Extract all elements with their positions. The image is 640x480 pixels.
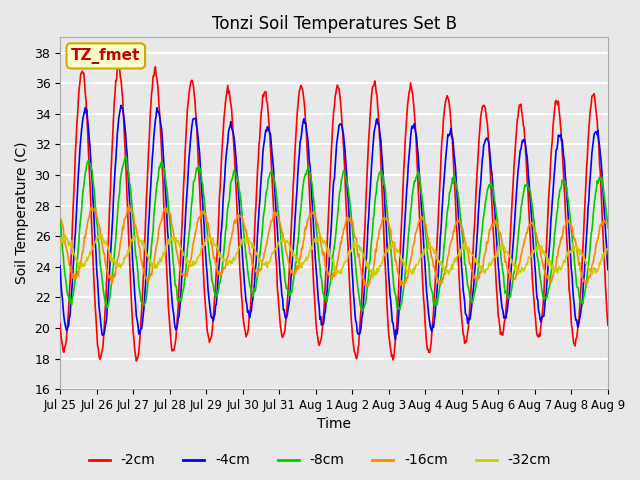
Legend: -2cm, -4cm, -8cm, -16cm, -32cm: -2cm, -4cm, -8cm, -16cm, -32cm: [83, 448, 557, 473]
Y-axis label: Soil Temperature (C): Soil Temperature (C): [15, 142, 29, 285]
X-axis label: Time: Time: [317, 418, 351, 432]
Text: TZ_fmet: TZ_fmet: [71, 48, 141, 64]
Title: Tonzi Soil Temperatures Set B: Tonzi Soil Temperatures Set B: [211, 15, 456, 33]
